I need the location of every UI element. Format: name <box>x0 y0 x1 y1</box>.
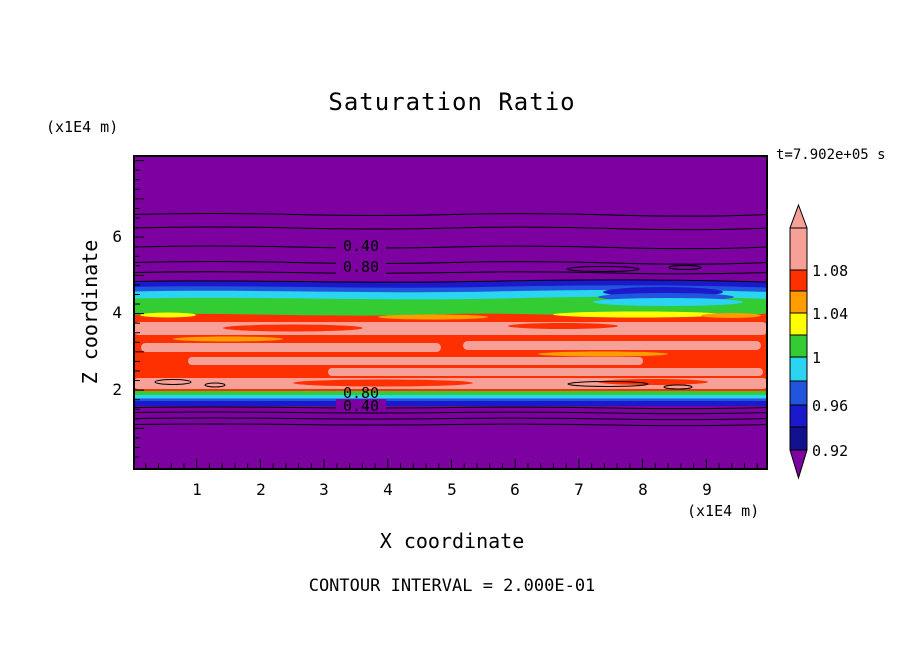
y-tick-label-4: 4 <box>112 303 122 322</box>
x-tick-label-4: 4 <box>383 480 393 499</box>
colorbar-segments <box>790 205 807 478</box>
x-tick-label-6: 6 <box>510 480 520 499</box>
closed-contour-loop <box>204 382 226 388</box>
plot-area: 0.40 0.80 0.80 0.40 <box>132 155 769 470</box>
colorbar-arrow-bottom <box>790 450 807 478</box>
x-axis-unit-label: (x1E4 m) <box>687 502 760 520</box>
contour-interval-caption: CONTOUR INTERVAL = 2.000E-01 <box>308 576 596 596</box>
salmon-streak-3 <box>463 341 761 350</box>
x-tick-label-9: 9 <box>702 480 712 499</box>
colorbar-seg-blue <box>790 381 807 405</box>
y-tick-label-2: 2 <box>112 380 122 399</box>
y-axis-unit-label: (x1E4 m) <box>46 118 119 136</box>
contour-label-040-upper: 0.40 <box>343 237 379 255</box>
red-streak-2 <box>508 323 618 329</box>
contour-label-040-lower: 0.40 <box>343 397 379 415</box>
closed-contour-loop <box>154 379 192 385</box>
closed-contour-loop <box>567 381 649 387</box>
yellow-sliver-right <box>553 311 723 318</box>
orange-streak-2 <box>538 351 668 357</box>
contour-label-bg <box>336 399 386 412</box>
band-blue-lower <box>133 398 768 402</box>
contour-label-080-upper: 0.80 <box>343 258 379 276</box>
colorbar-seg-green <box>790 335 807 357</box>
colorbar-label-1-04: 1.04 <box>812 305 849 323</box>
salmon-streak-4 <box>188 357 643 365</box>
contour-label-bg <box>336 239 386 254</box>
contour-label-bg <box>336 260 386 275</box>
salmon-streak-2 <box>141 343 441 352</box>
colorbar-seg-orange <box>790 291 807 313</box>
band-cyan-lower <box>133 395 768 399</box>
colorbar-seg-yellow <box>790 313 807 335</box>
colorbar-label-0-92: 0.92 <box>812 442 849 460</box>
colorbar-outline <box>789 203 808 480</box>
filled-contour-bands <box>133 155 768 470</box>
red-streak-3 <box>293 379 473 387</box>
colorbar-label-1-08: 1.08 <box>812 262 849 280</box>
orange-sliver-mid <box>378 314 488 320</box>
y-tick-label-6: 6 <box>112 227 122 246</box>
colorbar-label-0-96: 0.96 <box>812 397 849 415</box>
red-streak-1 <box>223 324 363 332</box>
band-purple-lower <box>133 406 768 470</box>
colorbar-seg-navy <box>790 405 807 427</box>
plot-border <box>133 155 768 470</box>
x-tick-label-2: 2 <box>256 480 266 499</box>
x-tick-label-8: 8 <box>638 480 648 499</box>
band-green-lower <box>133 391 768 396</box>
closed-contour-loop <box>566 266 640 272</box>
x-axis-title: X coordinate <box>379 529 525 553</box>
salmon-streak-5 <box>328 368 763 376</box>
colorbar-label-1: 1 <box>812 349 822 367</box>
colorbar-seg-salmon <box>790 228 807 270</box>
x-tick-label-5: 5 <box>447 480 457 499</box>
colorbar-seg-indigo <box>790 427 807 450</box>
time-stamp: t=7.902e+05 s <box>776 147 886 163</box>
blue-dip-blob-cyan <box>593 298 743 306</box>
contour-label-080-lower: 0.80 <box>343 384 379 402</box>
contour-plot-canvas: 0.40 0.80 0.80 0.40 <box>132 155 769 470</box>
x-tick-label-1: 1 <box>192 480 202 499</box>
x-tick-label-3: 3 <box>319 480 329 499</box>
colorbar-seg-red <box>790 270 807 291</box>
contour-line-labels: 0.40 0.80 0.80 0.40 <box>336 237 386 415</box>
closed-contour-loop <box>668 265 702 270</box>
colorbar-arrow-top <box>790 205 807 228</box>
plot-title: Saturation Ratio <box>328 88 576 116</box>
orange-sliver-right <box>701 313 761 318</box>
colorbar-seg-cyan <box>790 357 807 381</box>
orange-streak-1 <box>173 336 283 342</box>
contour-lines <box>132 213 769 427</box>
band-navy-lower <box>133 401 768 407</box>
x-tick-label-7: 7 <box>574 480 584 499</box>
colorbar <box>782 195 826 495</box>
axis-ticks <box>135 160 758 468</box>
red-streak-4 <box>598 379 708 385</box>
closed-contour-loop <box>663 384 693 390</box>
colorbar-canvas <box>789 203 808 480</box>
yellow-sliver-left <box>140 312 196 318</box>
